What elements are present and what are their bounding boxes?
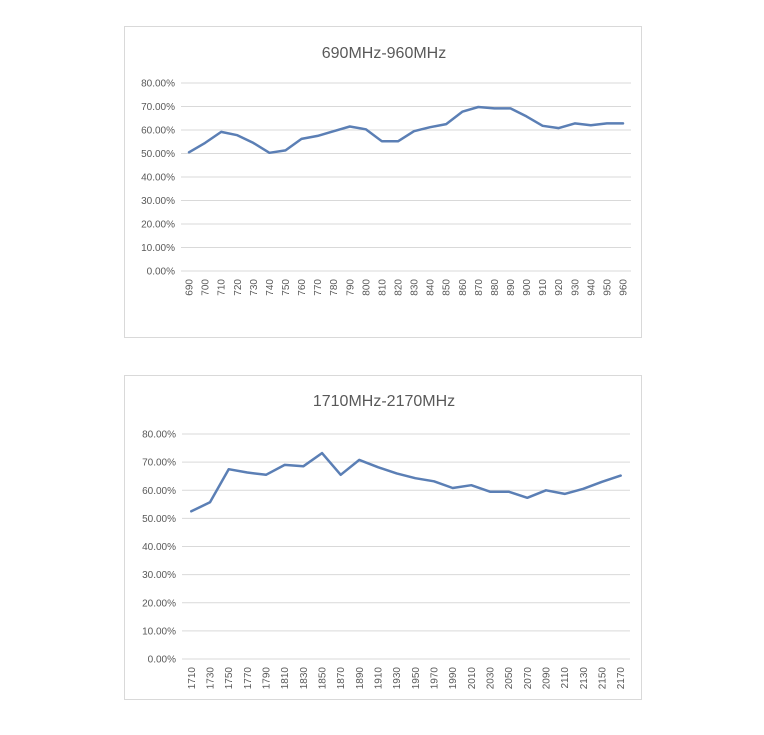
x-tick-label: 2050 [504, 667, 515, 690]
x-tick-label: 810 [377, 279, 388, 296]
x-tick-label: 770 [313, 279, 324, 296]
y-tick-label: 30.00% [142, 570, 176, 581]
x-tick-label: 2130 [579, 667, 590, 690]
x-tick-label: 730 [249, 279, 260, 296]
y-tick-label: 0.00% [148, 655, 176, 666]
y-tick-label: 40.00% [142, 542, 176, 553]
x-tick-label: 1730 [206, 667, 217, 690]
x-tick-label: 2110 [560, 667, 571, 689]
y-tick-label: 70.00% [142, 458, 176, 469]
chart-title: 690MHz-960MHz [322, 45, 446, 62]
x-tick-label: 1790 [262, 667, 273, 690]
chart-690-960: 690MHz-960MHz 0.00% 10.00% 20.00% 30.00% 40.… [124, 26, 642, 338]
x-tick-label: 890 [506, 279, 517, 296]
x-tick-label: 780 [329, 279, 340, 296]
x-tick-label: 1770 [243, 667, 254, 690]
y-axis-ticks: 0.00% 10.00% 20.00% 30.00% 40.00% 50.00% 60.00… [141, 79, 175, 278]
x-tick-label: 950 [602, 279, 613, 296]
x-tick-label: 750 [281, 279, 292, 296]
grid-lines [181, 82, 631, 272]
series-lines [187, 105, 625, 155]
x-tick-label: 710 [217, 279, 228, 296]
x-tick-label: 920 [554, 279, 565, 296]
x-tick-label: 1750 [224, 667, 235, 690]
y-axis-ticks: 0.00% 10.00% 20.00% 30.00% 40.00% 50.00% 60.00… [142, 430, 176, 666]
series-line [190, 451, 622, 513]
chart-690-960-svg: 690MHz-960MHz 0.00% 10.00% 20.00% 30.00% 40.… [141, 45, 631, 296]
y-tick-label: 20.00% [142, 598, 176, 609]
x-tick-label: 1870 [336, 667, 347, 690]
y-tick-label: 50.00% [141, 149, 175, 160]
series-lines [190, 451, 622, 513]
x-tick-label: 830 [410, 279, 421, 296]
x-tick-label: 2090 [542, 667, 553, 690]
x-tick-label: 1930 [392, 667, 403, 690]
y-tick-label: 30.00% [141, 196, 175, 207]
x-tick-label: 790 [345, 279, 356, 296]
x-axis-ticks: 1710 1730 1750 1770 1790 1810 1830 1850 1870 1890… [187, 667, 627, 690]
x-tick-label: 2150 [598, 667, 609, 690]
x-tick-label: 820 [393, 279, 404, 296]
x-tick-label: 1830 [299, 667, 310, 690]
x-tick-label: 740 [265, 279, 276, 296]
series-line [187, 105, 625, 155]
x-tick-label: 860 [458, 279, 469, 296]
y-tick-label: 60.00% [141, 126, 175, 137]
x-tick-label: 720 [233, 279, 244, 296]
x-tick-label: 940 [586, 279, 597, 296]
x-tick-label: 760 [297, 279, 308, 296]
x-tick-label: 870 [474, 279, 485, 296]
x-tick-label: 1890 [355, 667, 366, 690]
x-tick-label: 1810 [280, 667, 291, 690]
chart-1710-2170: 1710MHz-2170MHz 0.00% 10.00% 20.00% 30.00% 4… [124, 375, 642, 700]
x-tick-label: 1850 [318, 667, 329, 690]
y-tick-label: 70.00% [141, 102, 175, 113]
x-tick-label: 900 [522, 279, 533, 296]
x-tick-label: 1950 [411, 667, 422, 690]
y-tick-label: 10.00% [142, 626, 176, 637]
x-axis-ticks: 690 700 710 720 730 740 750 760 770 780 790 800 810 8… [185, 279, 630, 296]
x-tick-label: 960 [618, 279, 629, 296]
x-tick-label: 2170 [616, 667, 627, 690]
y-tick-label: 10.00% [141, 243, 175, 254]
chart-title: 1710MHz-2170MHz [313, 393, 455, 410]
x-tick-label: 840 [426, 279, 437, 296]
y-tick-label: 0.00% [147, 267, 175, 278]
x-tick-label: 1990 [448, 667, 459, 690]
x-tick-label: 930 [570, 279, 581, 296]
x-tick-label: 850 [442, 279, 453, 296]
x-tick-label: 1910 [374, 667, 385, 690]
chart-1710-2170-svg: 1710MHz-2170MHz 0.00% 10.00% 20.00% 30.00% 4… [142, 393, 630, 690]
x-tick-label: 1970 [430, 667, 441, 690]
y-tick-label: 40.00% [141, 173, 175, 184]
x-tick-label: 880 [490, 279, 501, 296]
x-tick-label: 700 [201, 279, 212, 296]
x-tick-label: 910 [538, 279, 549, 296]
y-tick-label: 60.00% [142, 486, 176, 497]
x-tick-label: 800 [361, 279, 372, 296]
x-tick-label: 2070 [523, 667, 534, 690]
x-tick-label: 690 [185, 279, 196, 296]
x-tick-label: 2010 [467, 667, 478, 690]
grid-lines [182, 433, 630, 660]
x-tick-label: 1710 [187, 667, 198, 690]
y-tick-label: 20.00% [141, 220, 175, 231]
y-tick-label: 50.00% [142, 514, 176, 525]
x-tick-label: 2030 [486, 667, 497, 690]
y-tick-label: 80.00% [141, 79, 175, 90]
y-tick-label: 80.00% [142, 430, 176, 441]
